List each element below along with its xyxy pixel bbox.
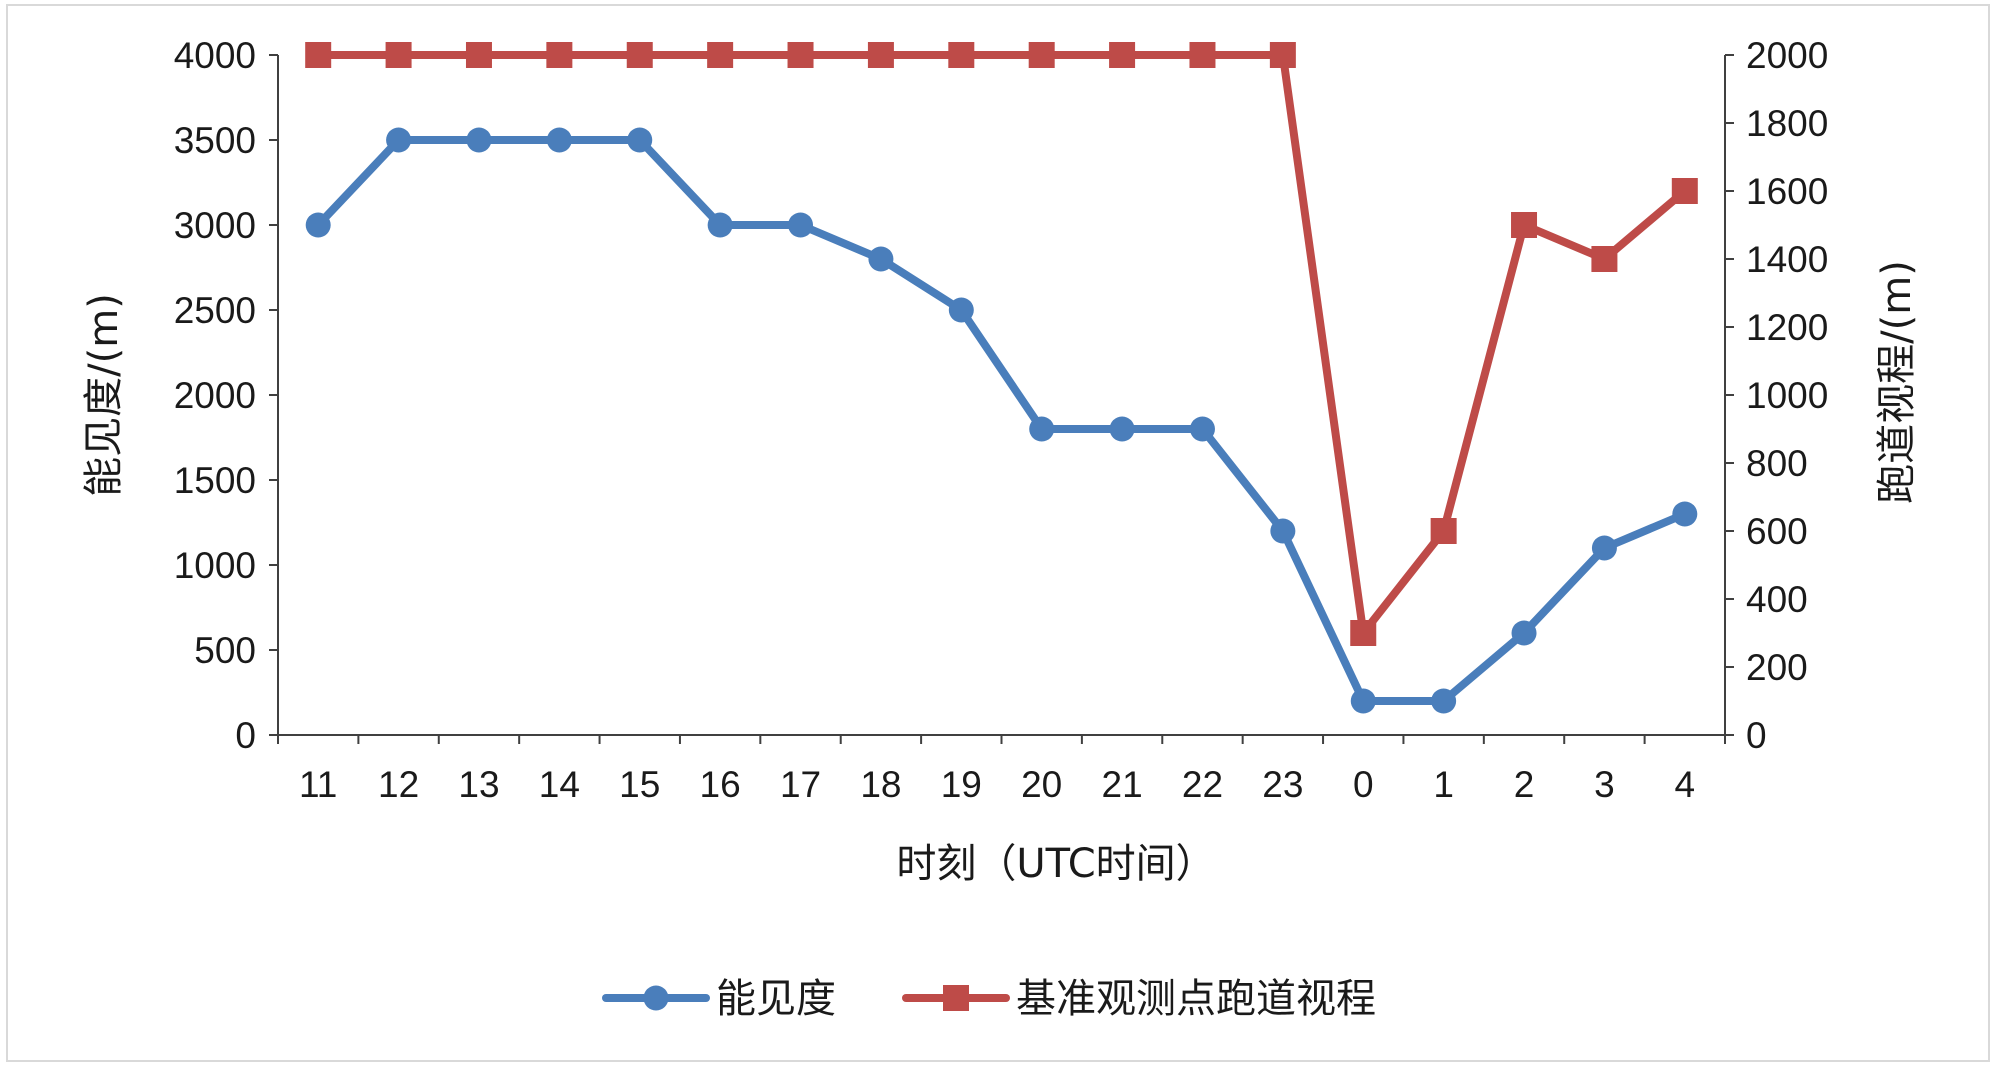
y-right-tick-label: 1000 bbox=[1746, 375, 1828, 416]
data-point bbox=[1671, 178, 1698, 204]
x-tick-label: 12 bbox=[378, 764, 419, 805]
x-tick-label: 19 bbox=[941, 764, 982, 805]
data-point bbox=[546, 127, 572, 153]
legend-item-2: 基准观测点跑道视程 bbox=[902, 976, 1376, 1022]
series-line bbox=[314, 136, 1689, 705]
data-point bbox=[627, 127, 653, 153]
data-point bbox=[788, 212, 814, 238]
x-tick-label: 3 bbox=[1594, 764, 1615, 805]
y-right-tick-label: 1400 bbox=[1746, 239, 1828, 280]
data-point bbox=[1350, 620, 1377, 646]
x-tick-label: 20 bbox=[1021, 764, 1062, 805]
x-tick-label: 2 bbox=[1514, 764, 1535, 805]
legend-label: 基准观测点跑道视程 bbox=[1016, 976, 1376, 1022]
data-point bbox=[868, 246, 894, 272]
x-tick-label: 15 bbox=[619, 764, 660, 805]
data-point bbox=[1511, 620, 1537, 646]
y-left-tick-label: 500 bbox=[194, 630, 256, 671]
data-point bbox=[546, 42, 573, 68]
data-point bbox=[1591, 535, 1617, 561]
data-point bbox=[1189, 416, 1215, 442]
data-point bbox=[305, 212, 331, 238]
legend-marker bbox=[943, 985, 969, 1011]
data-point bbox=[1431, 688, 1457, 714]
x-tick-label: 4 bbox=[1675, 764, 1696, 805]
y-axis-right-title: 跑道视程/(m) bbox=[1874, 260, 1920, 504]
y-left-tick-label: 4000 bbox=[174, 35, 256, 76]
legend-item-1: 能见度 bbox=[602, 976, 836, 1022]
x-tick-label: 23 bbox=[1262, 764, 1303, 805]
data-point bbox=[466, 127, 492, 153]
x-axis-title: 时刻（UTC时间） bbox=[896, 841, 1215, 887]
series-layer bbox=[305, 42, 1698, 714]
x-tick-label: 11 bbox=[299, 764, 337, 805]
data-point bbox=[305, 42, 332, 68]
data-point bbox=[1029, 416, 1055, 442]
x-tick-label: 18 bbox=[860, 764, 901, 805]
data-point bbox=[1350, 688, 1376, 714]
y-left-tick-label: 0 bbox=[235, 715, 256, 756]
y-right-tick-label: 800 bbox=[1746, 443, 1808, 484]
y-left-tick-label: 1500 bbox=[174, 460, 256, 501]
y-left-tick-label: 3500 bbox=[174, 120, 256, 161]
legend: 能见度 基准观测点跑道视程 bbox=[602, 976, 1376, 1022]
series-line bbox=[314, 51, 1689, 637]
y-right-tick-label: 1600 bbox=[1746, 171, 1828, 212]
data-point bbox=[1028, 42, 1055, 68]
x-tick-label: 0 bbox=[1353, 764, 1374, 805]
y-right-tick-label: 200 bbox=[1746, 647, 1808, 688]
y-axis-left-title: 能见度/(m) bbox=[81, 293, 127, 497]
x-tick-label: 22 bbox=[1182, 764, 1223, 805]
data-point bbox=[1270, 518, 1296, 544]
y-right-tick-label: 0 bbox=[1746, 715, 1767, 756]
data-point bbox=[787, 42, 814, 68]
y-right-tick-label: 1200 bbox=[1746, 307, 1828, 348]
data-point bbox=[386, 127, 412, 153]
data-point bbox=[385, 42, 412, 68]
legend-marker bbox=[643, 985, 669, 1011]
data-point bbox=[1109, 42, 1136, 68]
y-left-tick-label: 2500 bbox=[174, 290, 256, 331]
chart-frame bbox=[6, 4, 1990, 1062]
data-point bbox=[707, 212, 733, 238]
y-left-tick-label: 2000 bbox=[174, 375, 256, 416]
y-left-tick-label: 3000 bbox=[174, 205, 256, 246]
data-point bbox=[1511, 212, 1538, 238]
y-left-tick-label: 1000 bbox=[174, 545, 256, 586]
x-tick-label: 1 bbox=[1433, 764, 1454, 805]
data-point bbox=[1591, 246, 1618, 272]
y-right-tick-label: 2000 bbox=[1746, 35, 1828, 76]
y-right-tick-label: 600 bbox=[1746, 511, 1808, 552]
x-tick-label: 16 bbox=[700, 764, 741, 805]
data-point bbox=[707, 42, 734, 68]
series-2 bbox=[305, 42, 1698, 646]
y-right-tick-label: 400 bbox=[1746, 579, 1808, 620]
data-point bbox=[1189, 42, 1216, 68]
data-point bbox=[1109, 416, 1135, 442]
x-tick-label: 17 bbox=[780, 764, 821, 805]
data-point bbox=[948, 42, 975, 68]
data-point bbox=[948, 297, 974, 323]
legend-label: 能见度 bbox=[716, 976, 836, 1022]
x-tick-label: 13 bbox=[458, 764, 499, 805]
data-point bbox=[1430, 518, 1457, 544]
axes: 0500100015002000250030003500400002004006… bbox=[174, 35, 1829, 805]
data-point bbox=[1269, 42, 1296, 68]
data-point bbox=[626, 42, 653, 68]
series-1 bbox=[305, 127, 1698, 714]
data-point bbox=[465, 42, 492, 68]
data-point bbox=[1672, 501, 1698, 527]
data-point bbox=[867, 42, 894, 68]
x-tick-label: 14 bbox=[539, 764, 580, 805]
x-tick-label: 21 bbox=[1102, 764, 1143, 805]
y-right-tick-label: 1800 bbox=[1746, 103, 1828, 144]
